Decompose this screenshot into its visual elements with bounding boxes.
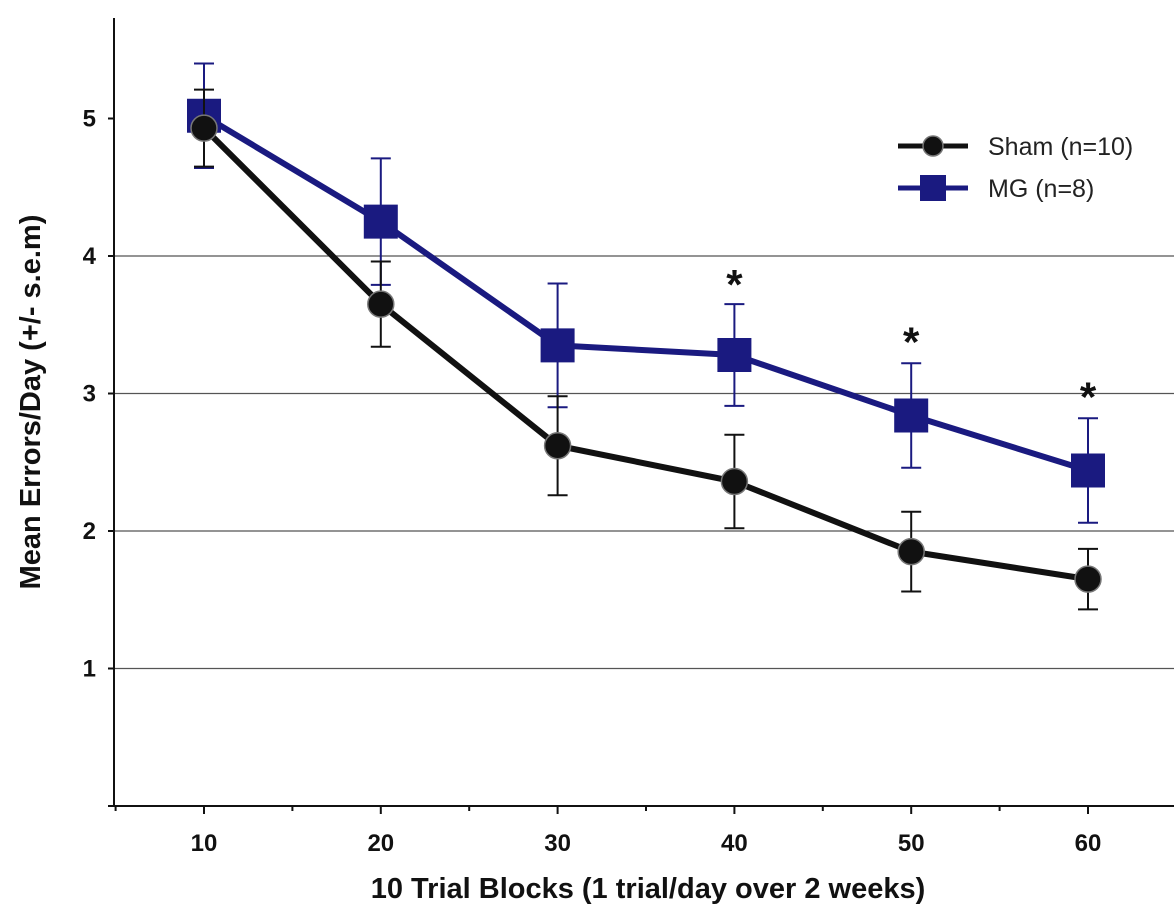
grid-lines xyxy=(114,255,1174,670)
data-point-circle xyxy=(1074,565,1102,593)
x-tick-label: 20 xyxy=(367,830,394,857)
y-tick-label: 4 xyxy=(83,243,97,270)
series-line xyxy=(202,113,1089,474)
series-mg xyxy=(187,62,1105,524)
data-series xyxy=(187,62,1105,611)
axes xyxy=(113,18,1174,807)
significance-annotations: * * * xyxy=(726,261,1097,421)
legend-entry: MG (n=8) xyxy=(898,175,1094,203)
data-point-square xyxy=(894,398,929,433)
significance-star: * xyxy=(903,319,920,366)
y-tick-label: 2 xyxy=(83,518,96,545)
significance-star: * xyxy=(726,261,743,308)
x-tick-label: 40 xyxy=(721,830,748,857)
series-sham xyxy=(190,88,1102,611)
y-tick-label: 1 xyxy=(83,656,96,683)
legend-marker xyxy=(920,175,946,201)
data-point-circle xyxy=(367,290,395,318)
x-tick-label: 60 xyxy=(1075,830,1102,857)
y-axis-title: Mean Errors/Day (+/- s.e.m) xyxy=(15,215,47,590)
x-tick-label: 30 xyxy=(544,830,571,857)
legend-marker xyxy=(922,135,944,157)
data-point-square xyxy=(363,204,398,239)
data-point-circle xyxy=(897,537,925,566)
legend-entry: Sham (n=10) xyxy=(898,133,1133,161)
data-point-circle xyxy=(720,467,749,496)
data-point-square xyxy=(1071,453,1105,488)
y-tick-label: 5 xyxy=(83,106,96,133)
data-point-square xyxy=(540,328,575,363)
legend-label: Sham (n=10) xyxy=(988,133,1133,161)
data-point-circle xyxy=(543,432,572,460)
x-tick-label: 10 xyxy=(191,830,218,857)
y-tick-label: 3 xyxy=(83,381,96,408)
legend-label: MG (n=8) xyxy=(988,175,1094,203)
x-ticks: 10 20 30 40 50 60 xyxy=(114,806,1102,857)
x-axis-title: 10 Trial Blocks (1 trial/day over 2 week… xyxy=(371,873,926,905)
data-point-circle xyxy=(190,114,218,142)
significance-star: * xyxy=(1080,374,1097,421)
y-ticks: 1 2 3 4 5 xyxy=(83,106,114,807)
data-point-square xyxy=(717,338,752,372)
series-line xyxy=(201,125,1089,583)
legend: Sham (n=10) MG (n=8) xyxy=(898,133,1133,203)
x-tick-label: 50 xyxy=(898,830,925,857)
